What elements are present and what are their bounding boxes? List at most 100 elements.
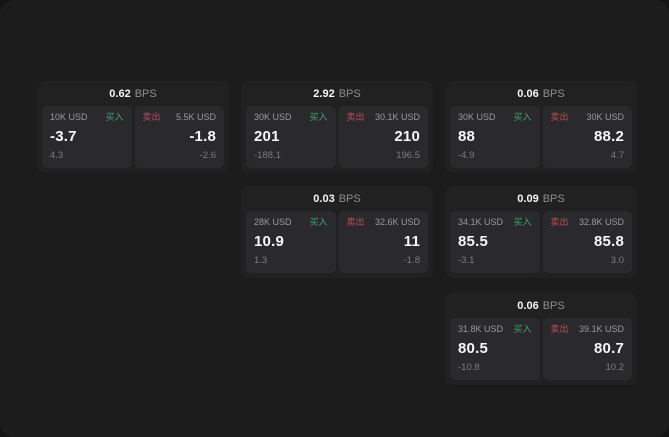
quote-panels: 31.8K USD 买入 80.5 -10.8 卖出 39.1K USD 80.… (445, 318, 637, 385)
card-header: 0.03 BPS (241, 186, 433, 211)
bps-value: 0.09 (517, 192, 539, 205)
sell-panel-top: 卖出 39.1K USD (551, 324, 625, 335)
quote-panels: 10K USD 买入 -3.7 4.3 卖出 5.5K USD -1.8 -2.… (37, 106, 229, 173)
quote-panels: 30K USD 买入 88 -4.9 卖出 30K USD 88.2 4.7 (445, 106, 637, 173)
sell-delta: 4.7 (610, 150, 624, 161)
sell-side-label: 卖出 (550, 217, 569, 227)
sell-panel-top: 卖出 30.1K USD (347, 112, 421, 123)
bps-unit-label: BPS (542, 192, 565, 205)
buy-panel-top: 10K USD 买入 (50, 112, 124, 123)
sell-panel-top: 卖出 30K USD (551, 112, 625, 123)
sell-delta: 10.2 (605, 362, 625, 373)
buy-amount: 30K USD (458, 112, 496, 122)
buy-panel[interactable]: 30K USD 买入 201 -188.1 (246, 106, 336, 168)
bps-value: 0.06 (517, 299, 539, 312)
sell-panel-top: 卖出 32.6K USD (347, 217, 421, 228)
buy-panel[interactable]: 34.1K USD 买入 85.5 -3.1 (450, 211, 540, 273)
buy-panel-top: 28K USD 买入 (254, 217, 328, 228)
sell-amount: 32.6K USD (374, 217, 420, 227)
sell-panel[interactable]: 卖出 32.6K USD 11 -1.8 (338, 211, 428, 273)
bps-unit-label: BPS (542, 299, 565, 312)
bps-value: 0.62 (109, 87, 131, 100)
buy-side-label: 买入 (309, 217, 328, 227)
sell-delta: 196.5 (396, 150, 420, 161)
sell-side-label: 卖出 (550, 324, 569, 334)
card-header: 0.62 BPS (37, 81, 229, 106)
sell-panel[interactable]: 卖出 32.8K USD 85.8 3.0 (542, 211, 632, 273)
buy-panel-top: 30K USD 买入 (458, 112, 532, 123)
buy-panel-top: 34.1K USD 买入 (458, 217, 532, 228)
buy-panel-top: 31.8K USD 买入 (458, 324, 532, 335)
sell-price: 210 (394, 128, 420, 145)
buy-delta: 4.3 (50, 150, 64, 161)
buy-price: 88 (458, 128, 476, 145)
quote-panels: 34.1K USD 买入 85.5 -3.1 卖出 32.8K USD 85.8… (445, 211, 637, 278)
buy-panel[interactable]: 10K USD 买入 -3.7 4.3 (42, 106, 132, 168)
sell-price: 11 (403, 233, 420, 250)
sell-panel[interactable]: 卖出 39.1K USD 80.7 10.2 (542, 318, 632, 380)
buy-side-label: 买入 (309, 112, 328, 122)
bps-value: 2.92 (313, 87, 335, 100)
buy-delta: 1.3 (254, 255, 268, 266)
sell-side-label: 卖出 (142, 112, 161, 122)
buy-delta: -188.1 (254, 150, 281, 161)
bps-unit-label: BPS (542, 87, 565, 100)
buy-panel[interactable]: 30K USD 买入 88 -4.9 (450, 106, 540, 168)
buy-delta: -3.1 (458, 255, 475, 266)
sell-amount: 39.1K USD (578, 324, 624, 334)
bps-unit-label: BPS (338, 87, 361, 100)
buy-price: 10.9 (254, 233, 284, 250)
sell-amount: 32.8K USD (578, 217, 624, 227)
buy-panel[interactable]: 31.8K USD 买入 80.5 -10.8 (450, 318, 540, 380)
quote-card: 2.92 BPS 30K USD 买入 201 -188.1 卖出 30.1K … (241, 81, 433, 173)
buy-side-label: 买入 (513, 324, 532, 334)
sell-amount: 30K USD (586, 112, 624, 122)
sell-price: 80.7 (594, 340, 624, 357)
buy-delta: -10.8 (458, 362, 480, 373)
buy-price: 201 (254, 128, 280, 145)
quote-card: 0.09 BPS 34.1K USD 买入 85.5 -3.1 卖出 32.8K… (445, 186, 637, 278)
buy-side-label: 买入 (105, 112, 124, 122)
sell-delta: 3.0 (610, 255, 624, 266)
bps-value: 0.06 (517, 87, 539, 100)
buy-delta: -4.9 (458, 150, 475, 161)
card-header: 2.92 BPS (241, 81, 433, 106)
quote-panels: 28K USD 买入 10.9 1.3 卖出 32.6K USD 11 -1.8 (241, 211, 433, 278)
buy-amount: 28K USD (254, 217, 292, 227)
buy-panel-top: 30K USD 买入 (254, 112, 328, 123)
sell-delta: -1.8 (403, 255, 420, 266)
bps-value: 0.03 (313, 192, 335, 205)
sell-price: -1.8 (189, 128, 216, 145)
buy-panel[interactable]: 28K USD 买入 10.9 1.3 (246, 211, 336, 273)
sell-delta: -2.6 (199, 150, 216, 161)
sell-panel-top: 卖出 5.5K USD (143, 112, 217, 123)
sell-panel[interactable]: 卖出 30.1K USD 210 196.5 (338, 106, 428, 168)
sell-side-label: 卖出 (346, 112, 365, 122)
sell-price: 85.8 (594, 233, 624, 250)
sell-amount: 5.5K USD (175, 112, 216, 122)
card-header: 0.06 BPS (445, 81, 637, 106)
buy-amount: 31.8K USD (458, 324, 504, 334)
card-header: 0.06 BPS (445, 293, 637, 318)
quote-card: 0.62 BPS 10K USD 买入 -3.7 4.3 卖出 5.5K USD… (37, 81, 229, 173)
bps-unit-label: BPS (338, 192, 361, 205)
buy-price: -3.7 (50, 128, 77, 145)
buy-price: 85.5 (458, 233, 488, 250)
sell-panel-top: 卖出 32.8K USD (551, 217, 625, 228)
sell-price: 88.2 (594, 128, 624, 145)
quote-card: 0.06 BPS 30K USD 买入 88 -4.9 卖出 30K USD 8… (445, 81, 637, 173)
sell-side-label: 卖出 (550, 112, 569, 122)
buy-side-label: 买入 (513, 217, 532, 227)
buy-side-label: 买入 (513, 112, 532, 122)
card-header: 0.09 BPS (445, 186, 637, 211)
sell-panel[interactable]: 卖出 30K USD 88.2 4.7 (542, 106, 632, 168)
buy-price: 80.5 (458, 340, 488, 357)
buy-amount: 30K USD (254, 112, 292, 122)
buy-amount: 10K USD (50, 112, 88, 122)
sell-side-label: 卖出 (346, 217, 365, 227)
quote-card: 0.06 BPS 31.8K USD 买入 80.5 -10.8 卖出 39.1… (445, 293, 637, 385)
quote-panels: 30K USD 买入 201 -188.1 卖出 30.1K USD 210 1… (241, 106, 433, 173)
sell-panel[interactable]: 卖出 5.5K USD -1.8 -2.6 (134, 106, 224, 168)
buy-amount: 34.1K USD (458, 217, 504, 227)
